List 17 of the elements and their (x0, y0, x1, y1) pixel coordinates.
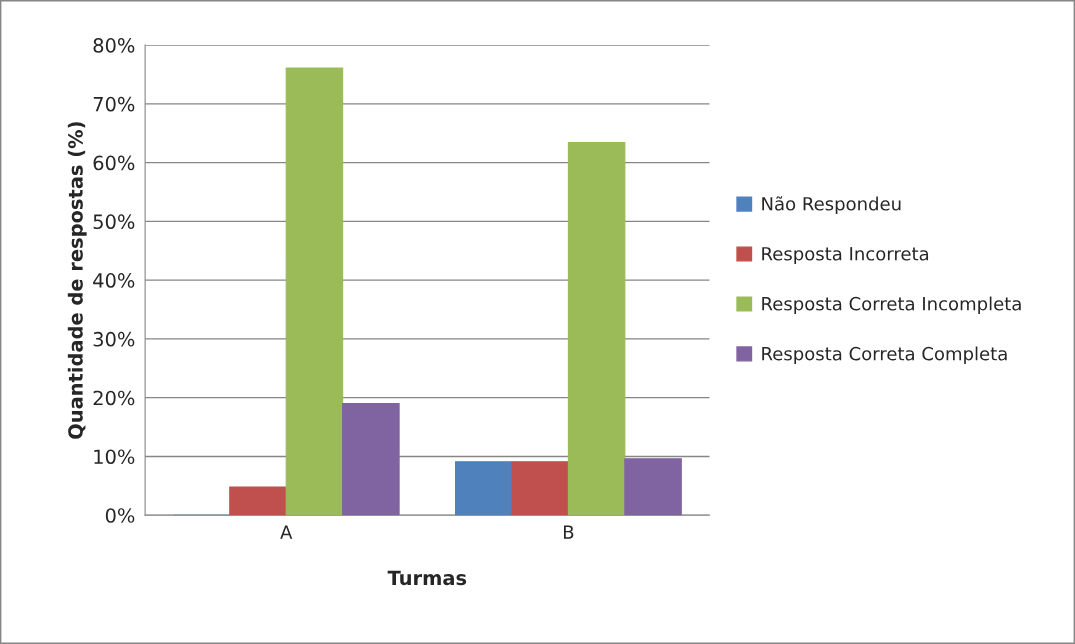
y-tick-label: 0% (105, 508, 135, 523)
y-tick-label: 50% (93, 214, 135, 230)
y-tick-label: 60% (93, 155, 135, 171)
y-tick-label: 20% (93, 390, 135, 406)
y-tick-label: 40% (93, 273, 135, 288)
legend-label: Resposta Incorreta (762, 247, 929, 265)
y-tick-label: 10% (94, 449, 135, 465)
x-axis-title: Turmas (387, 570, 467, 586)
x-tick-label: A (280, 525, 293, 539)
y-tick-label: 30% (93, 331, 135, 347)
legend-label: Resposta Correta Incompleta (762, 296, 1021, 315)
x-tick-label: B (563, 525, 574, 539)
y-tick-label: 70% (93, 96, 135, 112)
legend-label: Resposta Correta Completa (762, 346, 1007, 364)
legend-label: Não Respondeu (762, 196, 901, 215)
y-axis-title: Quantidade de respostas (%) (67, 122, 87, 439)
y-tick-label: 80% (93, 38, 135, 53)
